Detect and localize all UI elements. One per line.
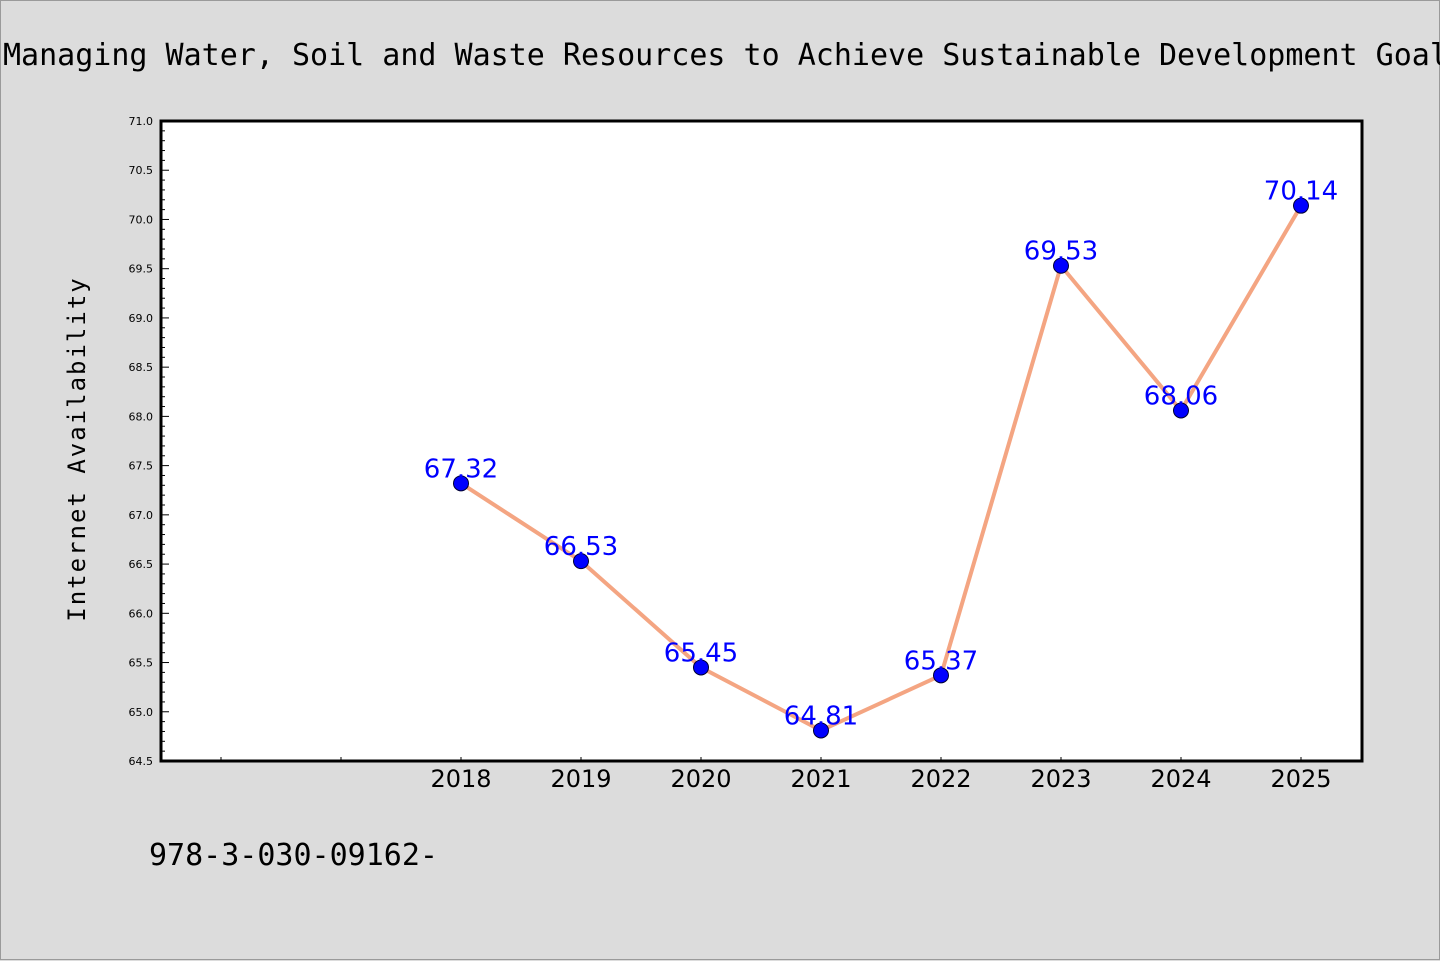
data-point bbox=[813, 722, 829, 739]
y-tick-label: 69.5 bbox=[129, 263, 154, 276]
x-tick-label: 2018 bbox=[430, 765, 491, 793]
y-tick-label: 66.0 bbox=[129, 607, 154, 620]
data-label: 67.32 bbox=[424, 454, 498, 484]
x-tick-label: 2020 bbox=[670, 765, 731, 793]
data-point bbox=[1053, 257, 1069, 274]
footer-text: 978-3-030-09162- bbox=[149, 838, 438, 873]
x-tick-label: 2023 bbox=[1030, 765, 1091, 793]
series: 67.32 66.53 65.45 64.81 65.37 69.53 68.06 70.14 bbox=[424, 177, 1338, 739]
data-label: 69.53 bbox=[1024, 237, 1098, 267]
data-label: 70.14 bbox=[1264, 177, 1338, 207]
x-tick-label: 2022 bbox=[910, 765, 971, 793]
series-line bbox=[459, 204, 1303, 733]
data-point bbox=[573, 553, 589, 570]
plot-area bbox=[159, 119, 1364, 763]
data-point bbox=[693, 659, 709, 676]
x-tick-label: 2024 bbox=[1150, 765, 1211, 793]
y-axis: 64.5 65.0 65.5 66.0 66.5 67.0 67.5 68.0 68.5 69.0… bbox=[129, 115, 169, 768]
y-axis-label: Internet Availability bbox=[63, 276, 91, 621]
data-label: 65.45 bbox=[664, 638, 738, 668]
y-tick-label: 70.0 bbox=[129, 213, 154, 226]
x-axis: 2018 2019 2020 2021 2022 2023 2024 2025 bbox=[220, 757, 1332, 793]
y-tick-label: 70.5 bbox=[129, 164, 154, 177]
data-point bbox=[1293, 197, 1309, 214]
data-point bbox=[933, 667, 949, 684]
y-tick-label: 67.0 bbox=[129, 509, 154, 522]
y-tick-label: 68.5 bbox=[129, 361, 154, 374]
x-tick-label: 2025 bbox=[1270, 765, 1331, 793]
y-tick-label: 65.5 bbox=[129, 657, 154, 670]
x-tick-label: 2019 bbox=[550, 765, 611, 793]
y-tick-label: 65.0 bbox=[129, 706, 154, 719]
y-tick-label: 66.5 bbox=[129, 558, 154, 571]
data-label: 68.06 bbox=[1144, 381, 1218, 411]
data-point bbox=[453, 475, 469, 492]
y-tick-label: 67.5 bbox=[129, 460, 154, 473]
y-tick-label: 68.0 bbox=[129, 410, 154, 423]
y-tick-label: 69.0 bbox=[129, 312, 154, 325]
x-tick-label: 2021 bbox=[790, 765, 851, 793]
y-tick-label: 64.5 bbox=[129, 755, 154, 768]
data-point bbox=[1173, 402, 1189, 419]
data-label: 66.53 bbox=[544, 532, 618, 562]
y-tick-label: 71.0 bbox=[129, 115, 154, 128]
chart-title: Managing Water, Soil and Waste Resources… bbox=[3, 38, 1440, 73]
data-label: 65.37 bbox=[904, 646, 978, 676]
data-label: 64.81 bbox=[784, 701, 858, 731]
